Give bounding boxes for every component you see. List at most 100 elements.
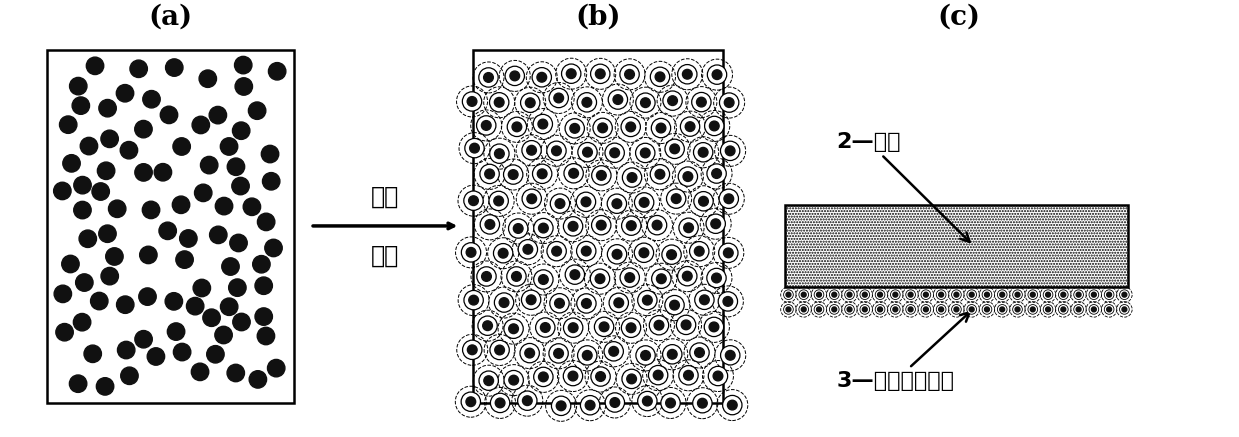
Text: (b): (b) [575, 3, 621, 30]
Circle shape [937, 290, 947, 299]
Circle shape [711, 169, 721, 178]
Circle shape [233, 122, 250, 139]
Circle shape [608, 347, 618, 356]
Circle shape [966, 305, 976, 314]
Bar [47, 50, 294, 403]
Circle shape [522, 141, 541, 160]
Circle shape [233, 313, 250, 331]
Circle shape [229, 279, 247, 296]
Circle shape [534, 270, 553, 289]
Circle shape [53, 182, 71, 200]
Circle shape [167, 323, 185, 340]
Circle shape [483, 321, 492, 330]
Circle shape [676, 315, 696, 335]
Circle shape [985, 307, 990, 312]
Circle shape [1061, 307, 1066, 312]
Circle shape [720, 93, 738, 112]
Circle shape [69, 375, 87, 392]
Circle shape [639, 248, 649, 257]
Circle shape [227, 158, 244, 175]
Circle shape [534, 367, 553, 387]
Circle shape [665, 398, 675, 408]
Circle shape [875, 290, 885, 299]
Circle shape [705, 116, 724, 135]
Circle shape [554, 349, 564, 358]
Circle shape [555, 298, 564, 308]
Circle shape [672, 194, 681, 204]
Circle shape [1046, 292, 1051, 297]
Circle shape [652, 269, 672, 288]
Circle shape [261, 146, 279, 163]
Circle shape [564, 318, 582, 337]
Circle shape [76, 274, 93, 291]
Circle shape [952, 305, 961, 314]
Circle shape [1074, 290, 1083, 299]
Circle shape [214, 326, 232, 344]
Circle shape [118, 341, 135, 359]
Circle shape [253, 256, 270, 273]
Circle shape [668, 350, 676, 359]
Circle shape [969, 292, 974, 297]
Circle shape [627, 374, 637, 384]
Circle shape [862, 307, 867, 312]
Circle shape [216, 198, 233, 215]
Circle shape [893, 307, 898, 312]
Text: 2—基片: 2—基片 [836, 132, 970, 242]
Circle shape [135, 121, 152, 138]
Circle shape [683, 271, 693, 281]
Circle shape [483, 73, 493, 82]
Circle shape [593, 118, 612, 138]
Circle shape [691, 92, 711, 112]
Circle shape [591, 367, 611, 386]
Circle shape [527, 194, 536, 204]
Circle shape [539, 275, 548, 284]
Circle shape [142, 201, 160, 218]
Circle shape [554, 93, 564, 103]
Circle shape [234, 56, 252, 74]
Circle shape [891, 305, 901, 314]
Circle shape [719, 243, 738, 263]
Circle shape [539, 372, 548, 382]
Circle shape [802, 292, 807, 297]
Circle shape [622, 168, 642, 187]
Circle shape [1015, 307, 1020, 312]
Circle shape [641, 98, 650, 108]
Circle shape [711, 273, 721, 283]
Circle shape [130, 60, 147, 77]
Circle shape [92, 183, 109, 200]
Circle shape [81, 137, 98, 155]
Circle shape [1028, 305, 1037, 314]
Circle shape [1058, 305, 1068, 314]
Circle shape [248, 102, 266, 119]
Circle shape [482, 272, 492, 281]
Circle shape [829, 305, 839, 314]
Circle shape [954, 292, 959, 297]
Circle shape [724, 248, 733, 258]
Circle shape [667, 189, 686, 208]
Circle shape [1061, 292, 1066, 297]
Circle shape [478, 68, 498, 87]
Circle shape [670, 300, 679, 310]
Circle shape [654, 320, 664, 330]
Circle shape [622, 369, 642, 388]
Circle shape [612, 250, 622, 259]
Circle shape [576, 192, 596, 212]
Circle shape [634, 243, 654, 263]
Circle shape [655, 72, 665, 82]
Circle shape [720, 141, 740, 160]
Circle shape [551, 396, 571, 416]
Circle shape [684, 223, 694, 232]
Circle shape [195, 184, 212, 201]
Circle shape [638, 392, 657, 411]
Circle shape [466, 247, 476, 257]
Circle shape [596, 170, 606, 180]
Circle shape [620, 268, 639, 287]
Circle shape [99, 225, 116, 243]
Circle shape [719, 292, 737, 311]
Circle shape [55, 285, 72, 302]
Circle shape [186, 298, 204, 315]
Circle shape [173, 138, 191, 155]
Circle shape [596, 69, 605, 79]
Circle shape [139, 288, 156, 305]
Circle shape [683, 69, 693, 79]
